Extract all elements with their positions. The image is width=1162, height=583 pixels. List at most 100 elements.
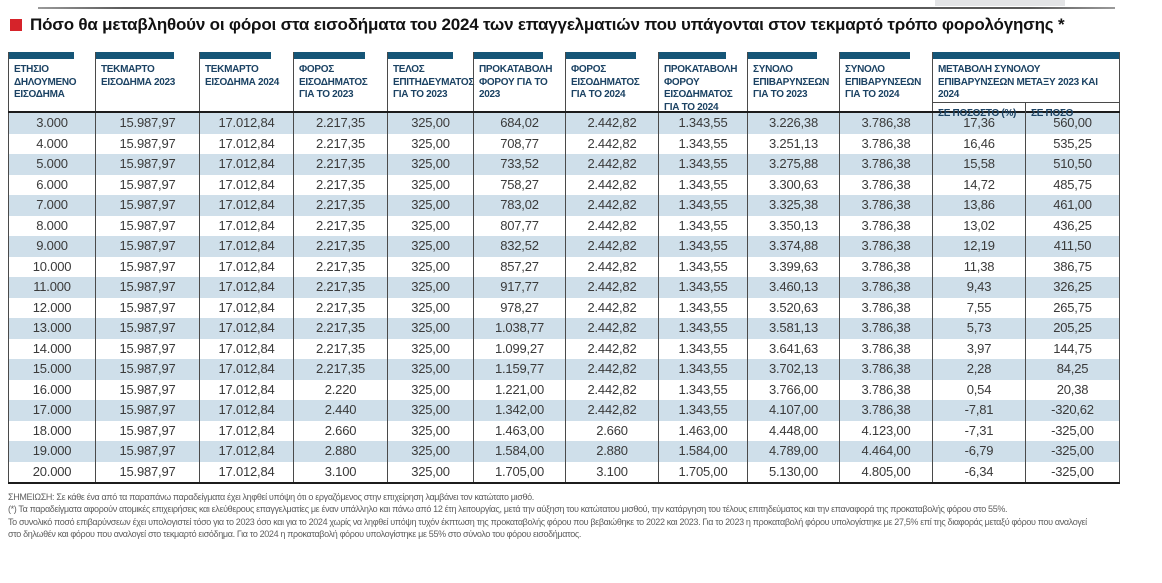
table-cell: 1.343,55 [658, 113, 747, 134]
table-cell: 9,43 [932, 277, 1025, 298]
table-cell: 3.100 [565, 461, 658, 482]
table-cell: 325,00 [387, 461, 473, 482]
table-cell: 3.300,63 [747, 174, 839, 195]
table-cell: 325,00 [387, 441, 473, 462]
table-cell: 1.343,55 [658, 338, 747, 359]
table-cell: 1.343,55 [658, 318, 747, 339]
table-cell: 17.012,84 [199, 420, 293, 441]
table-cell: 1.343,55 [658, 236, 747, 257]
table-cell: 3.786,38 [839, 133, 932, 154]
table-cell: 857,27 [473, 256, 565, 277]
header-bar [388, 52, 453, 59]
table-cell: 3.350,13 [747, 215, 839, 236]
table-cell: 17.012,84 [199, 379, 293, 400]
col-header-change-percent: ΣΕ ΠΟΣΟΣΤΟ (%) [938, 107, 1017, 119]
table-cell: 3.786,38 [839, 195, 932, 216]
table-cell: 2.442,82 [565, 195, 658, 216]
col-header-label: ΣΥΝΟΛΟ ΕΠΙΒΑΡΥΝΣΕΩΝ ΓΙΑ ΤΟ 2023 [753, 64, 829, 100]
table-cell: 325,00 [387, 318, 473, 339]
table-cell: 15.987,97 [95, 297, 199, 318]
table-cell: 783,02 [473, 195, 565, 216]
table-cell: 7,55 [932, 297, 1025, 318]
table-row: 9.000 15.987,97 17.012,84 2.217,35 325,00 832… [8, 236, 1120, 257]
col-header-imputed-2023: ΤΕΚΜΑΡΤΟ ΕΙΣΟΔΗΜΑ 2023 [95, 52, 199, 111]
table-cell: -325,00 [1025, 441, 1120, 462]
table-cell: 3.251,13 [747, 133, 839, 154]
table-cell: 19.000 [8, 441, 95, 462]
table-row: 7.000 15.987,97 17.012,84 2.217,35 325,00 783… [8, 195, 1120, 216]
table-cell: 3.786,38 [839, 400, 932, 421]
table-cell: 11.000 [8, 277, 95, 298]
table-cell: 2.217,35 [293, 174, 387, 195]
table-cell: 15.987,97 [95, 420, 199, 441]
table-cell: 325,00 [387, 256, 473, 277]
table-cell: 1.342,00 [473, 400, 565, 421]
table-cell: 1.705,00 [473, 461, 565, 482]
table-cell: 1.343,55 [658, 400, 747, 421]
header-bar [566, 52, 636, 59]
table-cell: 9.000 [8, 236, 95, 257]
table-cell: 325,00 [387, 215, 473, 236]
header-bar [96, 52, 175, 59]
table-cell: 325,00 [387, 113, 473, 134]
table-cell: -6,79 [932, 441, 1025, 462]
table-cell: 13.000 [8, 318, 95, 339]
table-cell: 15.987,97 [95, 338, 199, 359]
table-cell: 2.217,35 [293, 154, 387, 175]
table-cell: 3.786,38 [839, 174, 932, 195]
col-header-change-amount: ΣΕ ΠΟΣΟ [1025, 102, 1119, 119]
table-cell: 535,25 [1025, 133, 1120, 154]
table-cell: 3.000 [8, 113, 95, 134]
col-header-trade-fee-2023: ΤΕΛΟΣ ΕΠΙΤΗΔΕΥΜΑΤΟΣ ΓΙΑ ΤΟ 2023 [387, 52, 474, 111]
table-cell: 20,38 [1025, 379, 1120, 400]
table-cell: 3.275,88 [747, 154, 839, 175]
header-bar [9, 52, 75, 59]
table-cell: -6,34 [932, 461, 1025, 482]
table-cell: 4.789,00 [747, 441, 839, 462]
table-cell: 325,00 [387, 154, 473, 175]
table-cell: -325,00 [1025, 420, 1120, 441]
table-row: 4.000 15.987,97 17.012,84 2.217,35 325,00 708… [8, 133, 1120, 154]
table-cell: -320,62 [1025, 400, 1120, 421]
table-cell: 1.343,55 [658, 154, 747, 175]
header-bar [748, 52, 818, 59]
header-bottom-rule [8, 111, 1120, 113]
col-header-declared-income: ΕΤΗΣΙΟ ΔΗΛΟΥΜΕΝΟ ΕΙΣΟΔΗΜΑ [8, 52, 95, 111]
table-cell: 1.343,55 [658, 359, 747, 380]
tax-table: ΕΤΗΣΙΟ ΔΗΛΟΥΜΕΝΟ ΕΙΣΟΔΗΜΑ ΤΕΚΜΑΡΤΟ ΕΙΣΟΔ… [8, 52, 1120, 484]
table-cell: 15.987,97 [95, 461, 199, 482]
table-cell: 3.786,38 [839, 318, 932, 339]
table-cell: 5.130,00 [747, 461, 839, 482]
table-cell: 3.399,63 [747, 256, 839, 277]
table-cell: 8.000 [8, 215, 95, 236]
table-cell: 2.442,82 [565, 256, 658, 277]
table-cell: -325,00 [1025, 461, 1120, 482]
table-cell: 17.012,84 [199, 318, 293, 339]
table-cell: 15.987,97 [95, 359, 199, 380]
table-cell: 15.987,97 [95, 318, 199, 339]
table-cell: 4.000 [8, 133, 95, 154]
table-cell: 17.012,84 [199, 277, 293, 298]
table-cell: 2.217,35 [293, 236, 387, 257]
header-bar [200, 52, 271, 59]
table-cell: 3.786,38 [839, 277, 932, 298]
table-cell: 15.987,97 [95, 236, 199, 257]
table-cell: 3.786,38 [839, 236, 932, 257]
table-cell: 17.012,84 [199, 133, 293, 154]
table-cell: 1.584,00 [658, 441, 747, 462]
table-cell: 2.880 [293, 441, 387, 462]
table-cell: 1.584,00 [473, 441, 565, 462]
col-header-label: ΣΥΝΟΛΟ ΕΠΙΒΑΡΥΝΣΕΩΝ ΓΙΑ ΤΟ 2024 [845, 64, 921, 100]
col-header-label: ΦΟΡΟΣ ΕΙΣΟΔΗΜΑΤΟΣ ΓΙΑ ΤΟ 2023 [299, 64, 368, 100]
footnote-line: ΣΗΜΕΙΩΣΗ: Σε κάθε ένα από τα παραπάνω πα… [8, 492, 534, 502]
table-cell: 2.440 [293, 400, 387, 421]
table-cell: 1.343,55 [658, 215, 747, 236]
header-bar [840, 52, 910, 59]
col-header-advance-income-tax-2024: ΠΡΟΚΑΤΑΒΟΛΗ ΦΟΡΟΥ ΕΙΣΟΔΗΜΑΤΟΣ ΓΙΑ ΤΟ 202… [658, 52, 747, 113]
table-cell: -7,81 [932, 400, 1025, 421]
table-cell: 2.217,35 [293, 277, 387, 298]
footnotes: ΣΗΜΕΙΩΣΗ: Σε κάθε ένα από τα παραπάνω πα… [8, 491, 1158, 541]
table-cell: 5.000 [8, 154, 95, 175]
table-cell: 1.463,00 [473, 420, 565, 441]
table-header: ΕΤΗΣΙΟ ΔΗΛΟΥΜΕΝΟ ΕΙΣΟΔΗΜΑ ΤΕΚΜΑΡΤΟ ΕΙΣΟΔ… [8, 52, 1120, 119]
